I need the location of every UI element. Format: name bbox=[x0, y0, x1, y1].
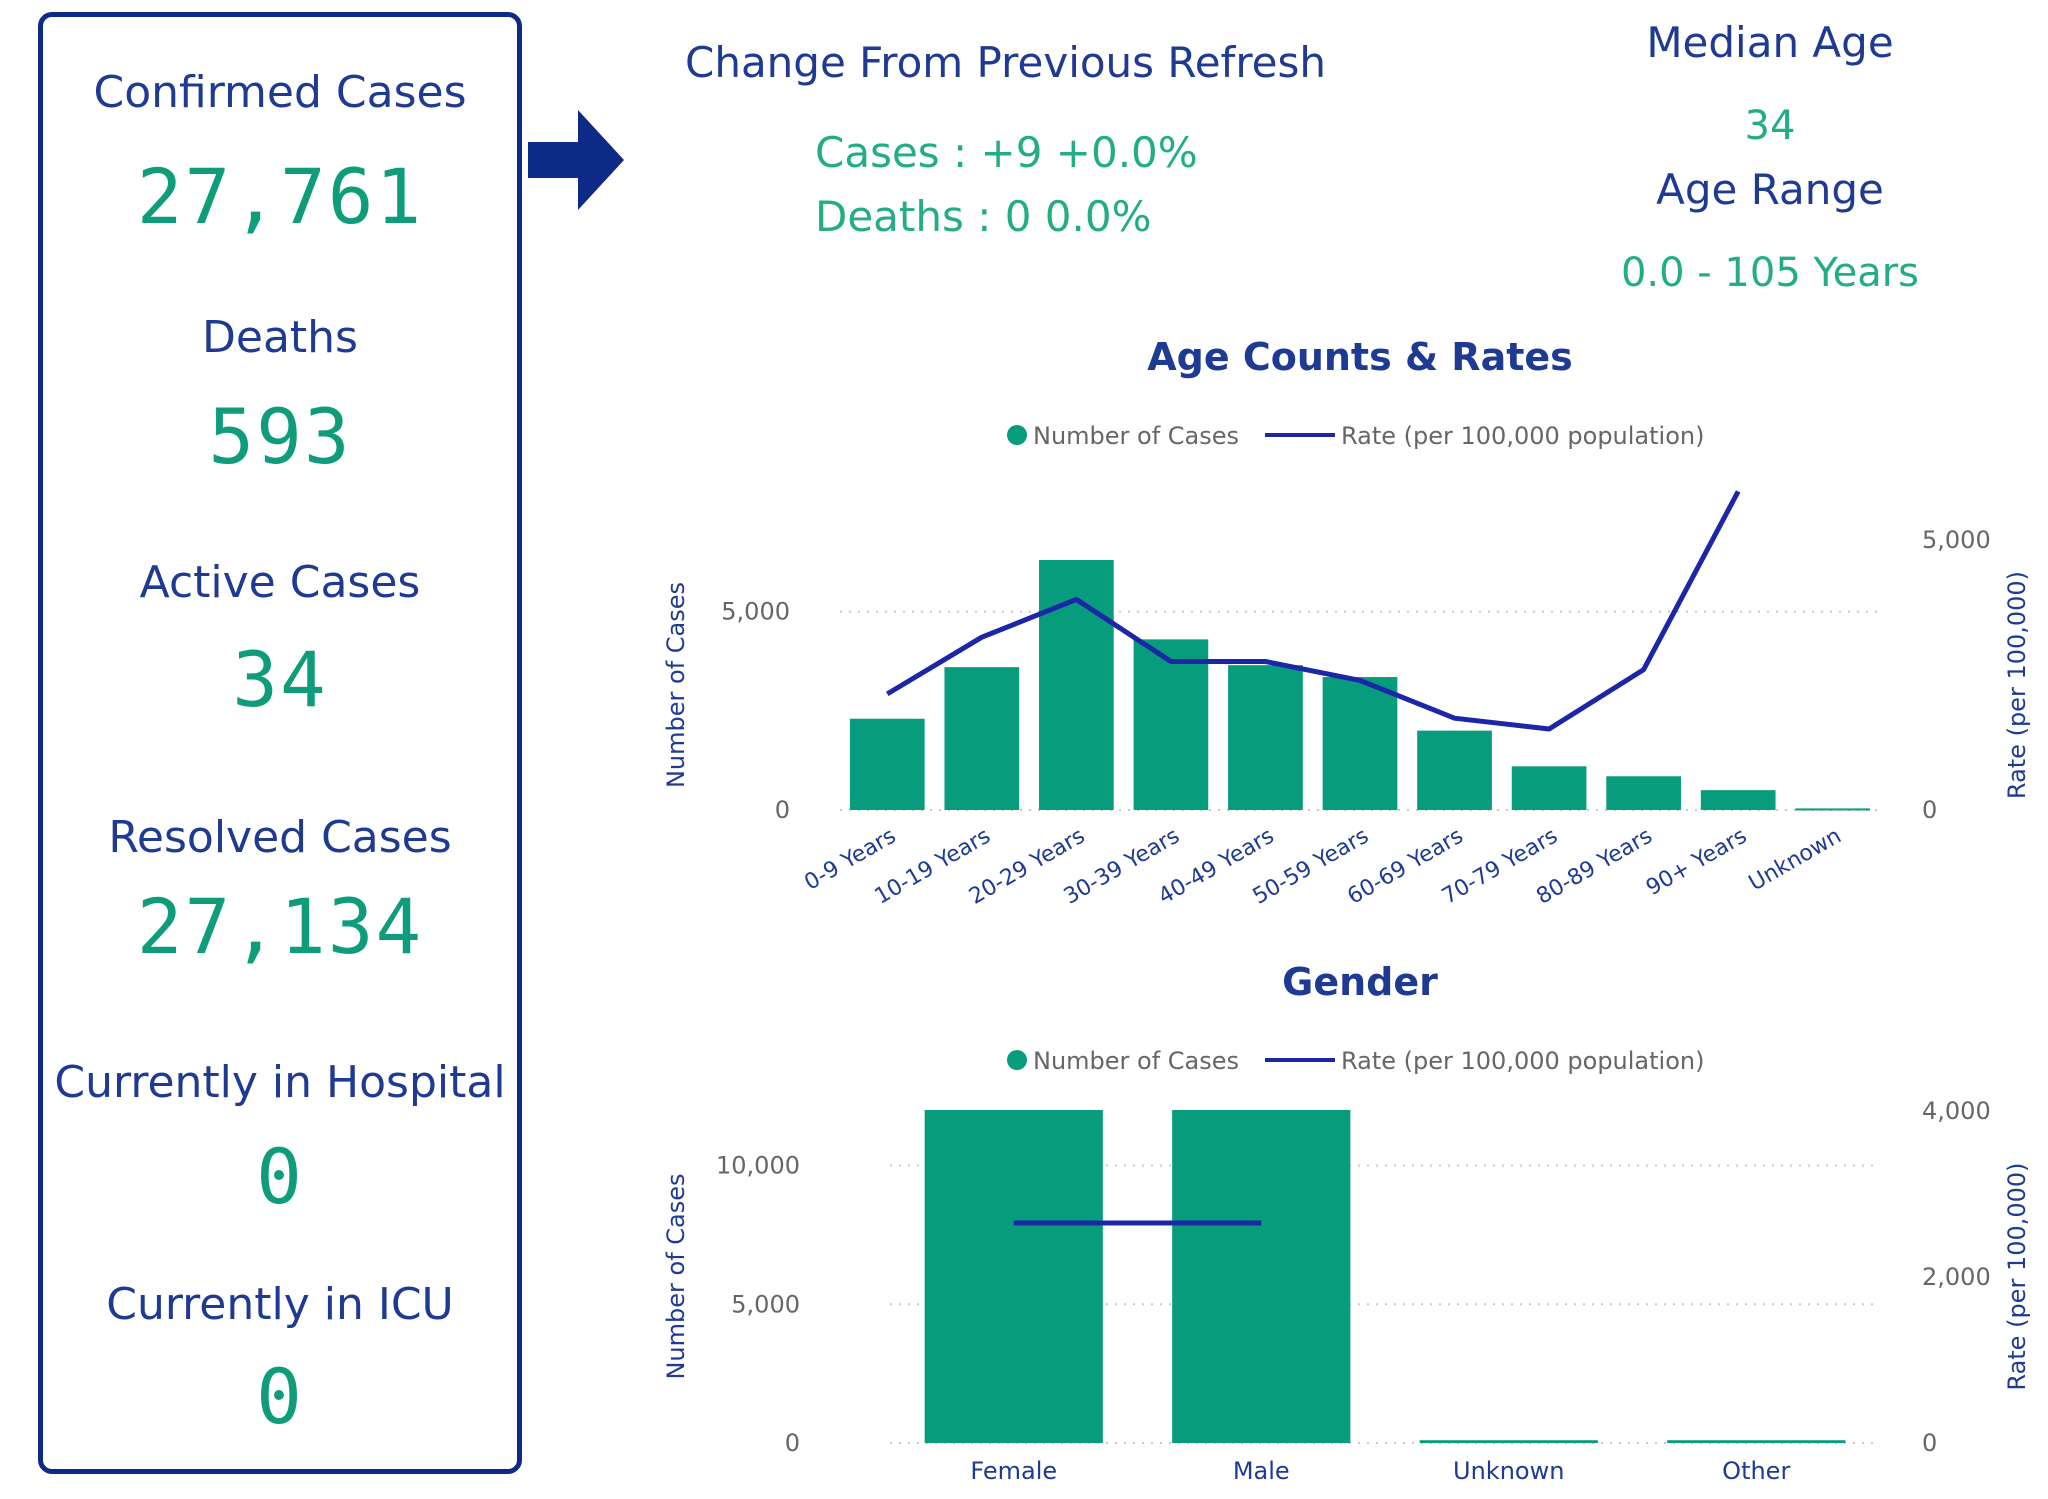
change-deaths: Deaths : 0 0.0% bbox=[815, 192, 1152, 241]
y-tick-label: 10,000 bbox=[716, 1152, 800, 1180]
age-range-value: 0.0 - 105 Years bbox=[1620, 250, 1920, 296]
icu-value: 0 bbox=[256, 1352, 304, 1441]
y-axis-title: Number of Cases bbox=[662, 582, 690, 788]
bar-unknown bbox=[1795, 808, 1871, 811]
y2-tick-label: 0 bbox=[1922, 1429, 1937, 1457]
legend-marker-cases bbox=[1007, 1050, 1027, 1070]
bar-other bbox=[1667, 1440, 1846, 1443]
hospital-value: 0 bbox=[256, 1132, 304, 1221]
confirmed-cases-value: 27,761 bbox=[136, 152, 424, 241]
bar-50-59-years bbox=[1322, 677, 1398, 810]
resolved-cases-label: Resolved Cases bbox=[108, 812, 452, 863]
x-tick-label: Male bbox=[1233, 1457, 1290, 1485]
x-tick-label: 90+ Years bbox=[1642, 824, 1751, 901]
y2-tick-label: 5,000 bbox=[1922, 526, 1991, 554]
change-cases: Cases : +9 +0.0% bbox=[815, 128, 1198, 177]
y-tick-label: 0 bbox=[785, 1429, 800, 1457]
bar-female bbox=[924, 1110, 1103, 1443]
x-tick-label: Female bbox=[970, 1457, 1057, 1485]
x-tick-label: Unknown bbox=[1453, 1457, 1564, 1485]
bar-male bbox=[1172, 1110, 1351, 1443]
icu-label: Currently in ICU bbox=[106, 1279, 454, 1330]
y-tick-label: 5,000 bbox=[731, 1290, 800, 1318]
bar-40-49-years bbox=[1228, 665, 1303, 810]
change-title: Change From Previous Refresh bbox=[685, 38, 1327, 87]
x-tick-label: Other bbox=[1722, 1457, 1790, 1485]
legend-label-rate: Rate (per 100,000 population) bbox=[1341, 422, 1704, 450]
chart-title: Gender bbox=[1282, 960, 1438, 1004]
active-cases-value: 34 bbox=[232, 635, 328, 724]
legend-label-cases: Number of Cases bbox=[1033, 1047, 1239, 1075]
bar-90-years bbox=[1700, 790, 1776, 810]
y2-tick-label: 4,000 bbox=[1922, 1097, 1991, 1125]
median-age-label: Median Age bbox=[1646, 18, 1894, 67]
summary-panel: Confirmed Cases 27,761 Deaths 593 Active… bbox=[38, 12, 522, 1474]
right-arrow-icon bbox=[528, 110, 624, 210]
gender-chart: Gender Number of Cases Rate (per 100,000 p… bbox=[662, 960, 2031, 1485]
legend-label-cases: Number of Cases bbox=[1033, 422, 1239, 450]
legend-marker-cases bbox=[1007, 425, 1027, 445]
hospital-label: Currently in Hospital bbox=[54, 1057, 506, 1108]
y2-tick-label: 0 bbox=[1922, 796, 1937, 824]
legend-label-rate: Rate (per 100,000 population) bbox=[1341, 1047, 1704, 1075]
age-range-label: Age Range bbox=[1656, 165, 1884, 214]
bar-70-79-years bbox=[1511, 766, 1587, 810]
resolved-cases-value: 27,134 bbox=[136, 882, 424, 971]
confirmed-cases-label: Confirmed Cases bbox=[93, 67, 467, 118]
chart-title: Age Counts & Rates bbox=[1147, 335, 1573, 379]
y2-tick-label: 2,000 bbox=[1922, 1263, 1991, 1291]
y2-axis-title: Rate (per 100,000) bbox=[2003, 571, 2031, 799]
median-age-value: 34 bbox=[1744, 103, 1796, 149]
bar-unknown bbox=[1419, 1440, 1598, 1443]
bar-60-69-years bbox=[1417, 730, 1492, 810]
bar-80-89-years bbox=[1606, 776, 1681, 810]
deaths-label: Deaths bbox=[202, 312, 358, 363]
y-axis-title: Number of Cases bbox=[662, 1173, 690, 1379]
y-tick-label: 0 bbox=[775, 796, 790, 824]
bar-0-9-years bbox=[849, 718, 925, 810]
rate-line bbox=[885, 490, 1741, 732]
age-counts-rates-chart: Age Counts & Rates Number of Cases Rate (p… bbox=[662, 335, 2031, 910]
bar-10-19-years bbox=[944, 667, 1020, 810]
x-tick-label: Unknown bbox=[1745, 824, 1846, 897]
y2-axis-title: Rate (per 100,000) bbox=[2003, 1162, 2031, 1390]
active-cases-label: Active Cases bbox=[139, 557, 421, 608]
deaths-value: 593 bbox=[208, 392, 352, 481]
bar-30-39-years bbox=[1133, 639, 1209, 810]
y-tick-label: 5,000 bbox=[721, 598, 790, 626]
